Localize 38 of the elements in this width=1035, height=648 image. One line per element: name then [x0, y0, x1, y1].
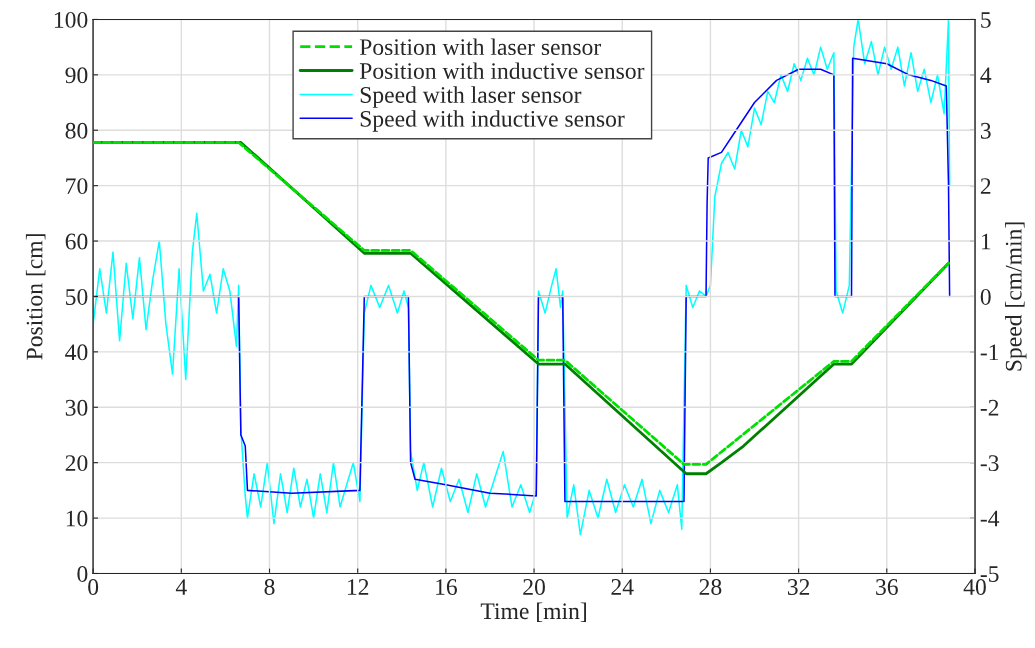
y-tick-label: 30: [65, 399, 88, 416]
y2-tick-label: 4: [980, 67, 992, 84]
y-tick-label: 50: [66, 288, 88, 305]
x-axis-title: Time [min]: [480, 602, 586, 623]
x-tick-label: 8: [264, 579, 275, 595]
legend-label: Position with inductive sensor: [359, 62, 645, 80]
y-axis-title: Position [cm]: [25, 234, 46, 360]
y-tick-label: 20: [65, 455, 88, 472]
y-tick-label: 90: [65, 67, 88, 84]
legend-label: Speed with laser sensor: [360, 86, 582, 108]
y-tick-label: 80: [65, 122, 88, 139]
y2-tick-label: -3: [980, 455, 999, 472]
y2-tick-label: -2: [980, 399, 999, 416]
y-tick-label: 100: [54, 11, 88, 28]
y-tick-label: 70: [66, 178, 88, 195]
y2-tick-label: 0: [980, 288, 991, 305]
legend-label: Speed with inductive sensor: [360, 110, 625, 132]
y2-tick-label: 5: [981, 12, 991, 28]
y2-tick-label: -1: [980, 344, 999, 361]
x-tick-label: 12: [347, 579, 369, 595]
y2-tick-label: 3: [980, 122, 991, 139]
y2-axis-title: Speed [cm/min]: [1005, 222, 1027, 371]
x-tick-label: 16: [436, 579, 457, 595]
y-tick-label: 0: [77, 565, 88, 582]
y-tick-label: 60: [65, 233, 88, 250]
x-tick-label: 28: [699, 579, 722, 595]
y-tick-label: 10: [66, 510, 88, 527]
y-tick-label: 40: [65, 344, 88, 361]
x-tick-label: 4: [175, 579, 187, 595]
x-tick-label: 0: [88, 579, 99, 595]
legend-label: Position with laser sensor: [359, 38, 601, 56]
x-tick-label: 20: [523, 579, 545, 595]
x-tick-label: 36: [876, 579, 898, 595]
x-tick-label: 24: [611, 579, 634, 595]
y2-tick-label: -4: [980, 510, 1000, 527]
x-tick-label: 32: [787, 579, 810, 595]
y2-tick-label: 2: [980, 178, 991, 194]
y2-tick-label: 1: [981, 233, 991, 250]
